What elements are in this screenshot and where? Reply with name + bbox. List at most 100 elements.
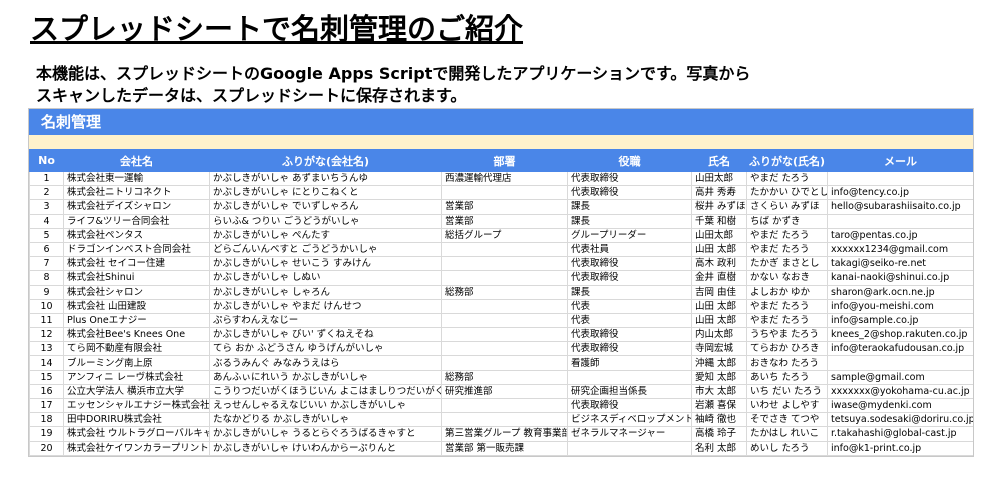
table-cell: 代表取締役: [567, 397, 692, 414]
table-cell: [441, 298, 568, 314]
table-cell: やまだ たろう: [746, 241, 828, 258]
table-cell: [441, 397, 568, 414]
table-cell: ドラゴンインベスト合同会社: [63, 241, 210, 258]
table-cell: 株式会社 セイコー住建: [63, 256, 210, 272]
table-cell: 山田 太郎: [691, 312, 747, 329]
table-cell: そでさき てつや: [746, 412, 828, 428]
table-cell: 17: [29, 397, 64, 414]
table-cell: 1: [29, 170, 64, 187]
column-header: 会社名: [63, 149, 210, 172]
header-row: No 会社名 ふりがな(会社名) 部署 役職 氏名 ふりがな(氏名) メール: [29, 149, 973, 172]
table-cell: 株式会社シャロン: [63, 284, 210, 300]
table-cell: 第三営業グループ 教育事業部: [441, 426, 568, 442]
table-row: 4 ライフ&ツリー合同会社 らいふ& つりい ごうどうがいしゃ 営業部 課長 千葉 和樹ち…: [29, 213, 973, 229]
table-cell: 代表取締役: [567, 270, 692, 286]
table-cell: [567, 369, 692, 385]
table-cell: 愛知 太郎: [691, 369, 747, 385]
sheet-title: 名刺管理: [29, 109, 973, 135]
table-cell: うちやま たろう: [746, 327, 828, 343]
table-cell: hello@subarashiisaito.co.jp: [827, 199, 973, 215]
table-cell: 西濃運輸代理店: [441, 170, 568, 187]
table-cell: グループリーダー: [567, 227, 692, 243]
table-cell: takagi@seiko-re.net: [827, 256, 973, 272]
table-cell: taro@pentas.co.jp: [827, 227, 973, 243]
table-cell: 沖縄 太郎: [691, 355, 747, 371]
table-cell: 桜井 みずほ: [691, 199, 747, 215]
table-cell: 内山太郎: [691, 327, 747, 343]
table-cell: 営業部: [441, 199, 568, 215]
table-cell: ちば かずき: [746, 213, 828, 229]
table-cell: [441, 312, 568, 329]
table-cell: info@teraokafudousan.co.jp: [827, 341, 973, 357]
table-cell: たかはし れいこ: [746, 426, 828, 442]
table-cell: 15: [29, 369, 64, 385]
table-row: 3 株式会社デイズシャロン かぶしきがいしゃ でいずしゃろん 営業部 課長 桜井 みずほさ…: [29, 199, 973, 215]
table-row: 15 アンフィニ レーヴ株式会社 あんふぃにれいう かぶしきがいしゃ 総務部 愛知 太郎…: [29, 369, 973, 385]
table-cell: 代表取締役: [567, 341, 692, 357]
table-cell: [567, 440, 692, 456]
table-cell: 18: [29, 412, 64, 428]
table-cell: いわせ よしやす: [746, 397, 828, 414]
table-cell: 課長: [567, 213, 692, 229]
table-cell: sharon@ark.ocn.ne.jp: [827, 284, 973, 300]
table-cell: らいふ& つりい ごうどうがいしゃ: [209, 213, 442, 229]
table-cell: 代表社員: [567, 241, 692, 258]
column-header: ふりがな(会社名): [209, 149, 442, 172]
table-cell: info@k1-print.co.jp: [827, 440, 973, 456]
table-cell: 公立大学法人 横浜市立大学: [63, 383, 210, 400]
table-cell: 株式会社ペンタス: [63, 227, 210, 243]
table-cell: kanai-naoki@shinui.co.jp: [827, 270, 973, 286]
table-cell: たかかい ひでとし: [746, 185, 828, 201]
table-cell: 看護師: [567, 355, 692, 371]
sheet-band: [29, 135, 973, 149]
table-cell: 金井 直樹: [691, 270, 747, 286]
table-row: 11 Plus Oneエナジー ぷらすわんえなじー 代表 山田 太郎 やまだ たろう inf…: [29, 312, 973, 329]
spreadsheet: 名刺管理 No 会社名 ふりがな(会社名) 部署 役職 氏名 ふりがな(氏名) メール 1 株式…: [28, 108, 974, 457]
table-cell: かぶしきがいしゃ せいこう すみけん: [209, 256, 442, 272]
table-cell: 株式会社Shinui: [63, 270, 210, 286]
table-cell: 山田太郎: [691, 227, 747, 243]
column-header: ふりがな(氏名): [746, 149, 828, 172]
table-cell: 2: [29, 185, 64, 201]
table-cell: [441, 341, 568, 357]
table-cell: エッセンシャルエナジー株式会社: [63, 397, 210, 414]
table-cell: めいし たろう: [746, 440, 828, 456]
column-header: メール: [827, 149, 973, 172]
column-header: 氏名: [691, 149, 747, 172]
table-cell: やまだ たろう: [746, 312, 828, 329]
table-row: 7 株式会社 セイコー住建 かぶしきがいしゃ せいこう すみけん 代表取締役 高木 政利…: [29, 256, 973, 272]
table-row: 6 ドラゴンインベスト合同会社 どらごんいんべすと ごうどうかいしゃ 代表社員 山田 太…: [29, 241, 973, 258]
table-cell: 株式会社デイズシャロン: [63, 199, 210, 215]
table-cell: 代表取締役: [567, 327, 692, 343]
table-cell: えっせんしゃるえなじいい かぶしきがいしゃ: [209, 397, 442, 414]
table-row: 9 株式会社シャロン かぶしきがいしゃ しゃろん 総務部 課長 吉岡 由佳 よしおか ゆか s…: [29, 284, 973, 300]
slide-title: スプレッドシートで名刺管理のご紹介: [30, 12, 524, 46]
table-row: 17 エッセンシャルエナジー株式会社 えっせんしゃるえなじいい かぶしきがいしゃ 代表…: [29, 397, 973, 414]
table-cell: 14: [29, 355, 64, 371]
table-cell: xxxxxx1234@gmail.com: [827, 241, 973, 258]
table-cell: 株式会社 ウルトラグローバルキャ: [63, 426, 210, 442]
table-cell: 寺岡宏城: [691, 341, 747, 357]
column-header: 役職: [567, 149, 692, 172]
table-cell: どらごんいんべすと ごうどうかいしゃ: [209, 241, 442, 258]
table-cell: 12: [29, 327, 64, 343]
table-cell: 代表: [567, 312, 692, 329]
table-cell: [441, 241, 568, 258]
table-cell: 名利 太郎: [691, 440, 747, 456]
table-cell: ぶるうみんぐ みなみうえはら: [209, 355, 442, 371]
table-cell: 研究企画担当係長: [567, 383, 692, 400]
table-cell: てら岡不動産有限会社: [63, 341, 210, 357]
table-cell: 4: [29, 213, 64, 229]
table-row: 18 田中DORIRU株式会社 たなかどりる かぶしきがいしゃ ビジネスディベロップメ…: [29, 412, 973, 428]
table-cell: かぶしきがいしゃ にとりこねくと: [209, 185, 442, 201]
table-cell: ぷらすわんえなじー: [209, 312, 442, 329]
table-row: 10 株式会社 山田建設 かぶしきがいしゃ やまだ けんせつ 代表 山田 太郎 やまだ た…: [29, 298, 973, 314]
table-row: 5 株式会社ペンタス かぶしきがいしゃ ぺんたす 総括グループ グループリーダー 山田太郎…: [29, 227, 973, 243]
table-cell: こうりつだいがくほうじいん よこはましりつだいがく: [209, 383, 442, 400]
table-cell: 山田 太郎: [691, 241, 747, 258]
table-cell: info@tency.co.jp: [827, 185, 973, 201]
table-cell: ブルーミング南上原: [63, 355, 210, 371]
table-cell: info@you-meishi.com: [827, 298, 973, 314]
table-cell: 田中DORIRU株式会社: [63, 412, 210, 428]
